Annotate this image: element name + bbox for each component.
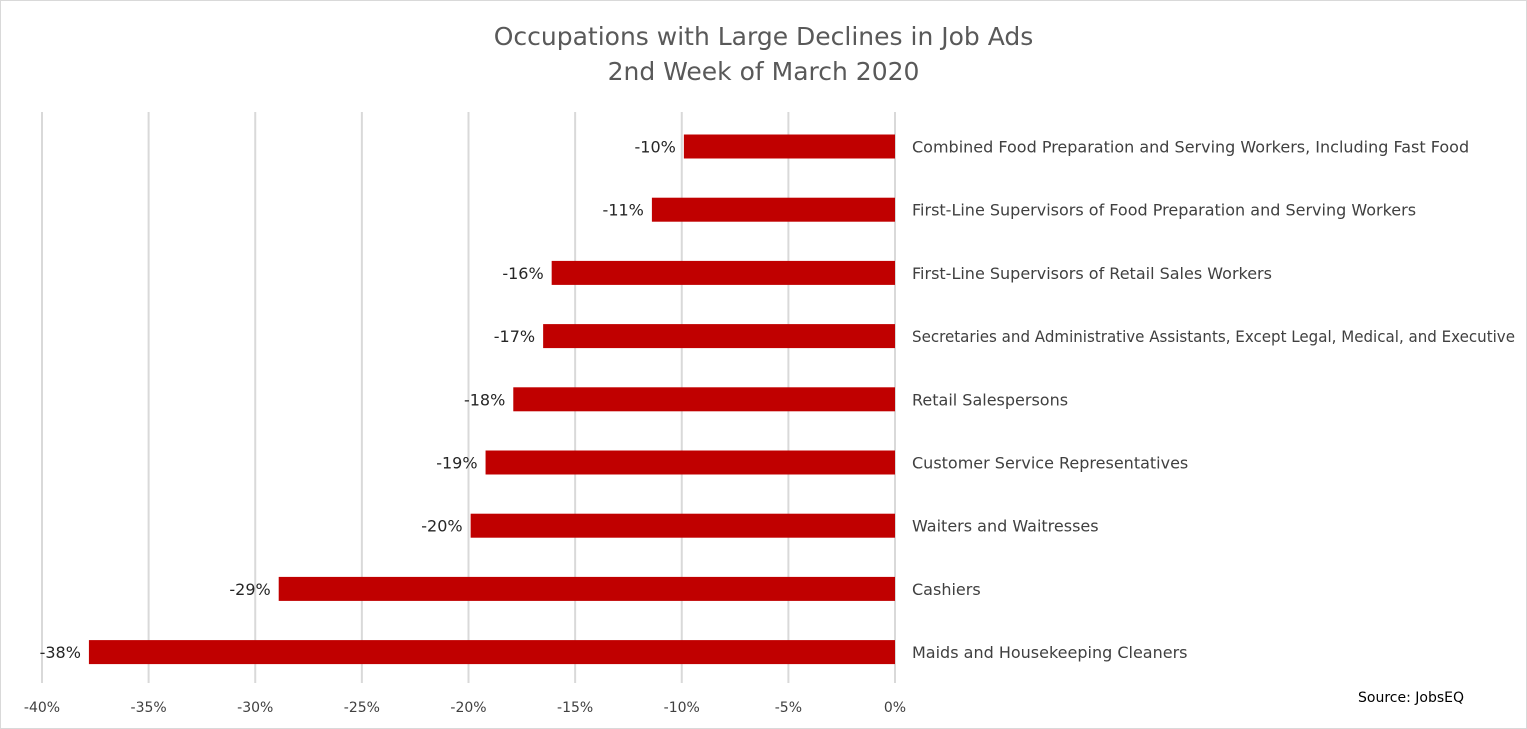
category-label: Cashiers	[912, 580, 981, 599]
category-label: Maids and Housekeeping Cleaners	[912, 643, 1188, 662]
bar	[551, 260, 895, 285]
bar	[513, 387, 895, 412]
data-label: -18%	[464, 390, 505, 409]
bar	[485, 450, 895, 475]
x-axis-ticks: -40% -35% -30% -25% -20% -15% -10% -5% 0%	[24, 700, 906, 716]
category-label: Retail Salespersons	[912, 390, 1068, 409]
x-tick-label: -20%	[450, 700, 486, 716]
x-tick-label: -10%	[664, 700, 700, 716]
chart-title: Occupations with Large Declines in Job A…	[493, 22, 1034, 51]
category-label: Customer Service Representatives	[912, 454, 1188, 473]
bar	[651, 197, 895, 222]
category-label: Secretaries and Administrative Assistant…	[912, 327, 1515, 346]
bar	[88, 640, 896, 665]
data-label: -10%	[635, 138, 676, 157]
x-tick-label: -30%	[237, 700, 273, 716]
x-tick-label: -40%	[24, 700, 60, 716]
category-label: Waiters and Waitresses	[912, 517, 1099, 536]
data-label: -17%	[494, 327, 535, 346]
bar	[278, 576, 895, 601]
bar	[543, 324, 895, 349]
x-tick-label: -5%	[775, 700, 802, 716]
source-note: Source: JobsEQ	[1358, 690, 1464, 706]
x-tick-label: -15%	[557, 700, 593, 716]
bars	[88, 134, 896, 665]
category-labels: Combined Food Preparation and Serving Wo…	[912, 138, 1515, 663]
category-label: Combined Food Preparation and Serving Wo…	[912, 138, 1469, 157]
data-label: -20%	[421, 517, 462, 536]
category-label: First-Line Supervisors of Food Preparati…	[912, 201, 1416, 220]
bar	[470, 513, 895, 538]
chart-subtitle: 2nd Week of March 2020	[607, 57, 920, 86]
x-tick-label: -35%	[131, 700, 167, 716]
data-label: -11%	[603, 201, 644, 220]
x-tick-label: -25%	[344, 700, 380, 716]
data-labels: -10% -11% -16% -17% -18% -19% -20% -29% -38%	[40, 138, 676, 663]
data-label: -16%	[502, 264, 543, 283]
data-label: -29%	[229, 580, 270, 599]
category-label: First-Line Supervisors of Retail Sales W…	[912, 264, 1272, 283]
x-tick-label: 0%	[884, 700, 906, 716]
bar	[683, 134, 895, 159]
data-label: -38%	[40, 643, 81, 662]
data-label: -19%	[436, 454, 477, 473]
